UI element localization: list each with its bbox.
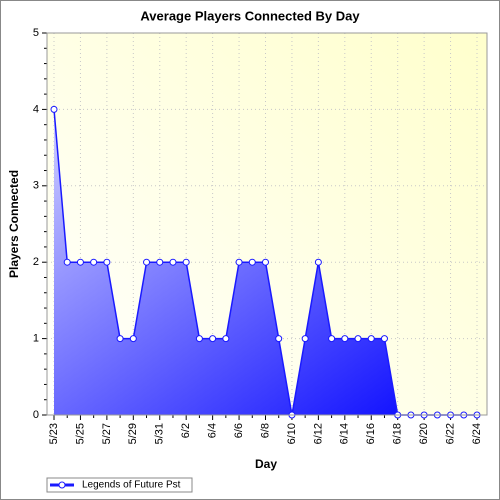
point	[143, 258, 151, 266]
point	[301, 335, 309, 343]
x-tick-label: 6/4	[207, 423, 219, 438]
x-tick-label: 6/16	[365, 423, 377, 444]
point	[380, 335, 388, 343]
y-tick-label: 3	[33, 180, 39, 192]
legend-box	[46, 477, 193, 493]
y-tick-label: 2	[33, 256, 39, 268]
x-tick-label: 5/31	[154, 423, 166, 444]
point	[209, 335, 217, 343]
x-tick-label: 5/27	[101, 423, 113, 444]
x-tick-label: 6/6	[233, 423, 245, 438]
y-tick-label: 5	[33, 27, 39, 39]
x-tick-label: 6/14	[339, 423, 351, 444]
x-tick-label: 6/12	[312, 423, 324, 444]
point	[63, 258, 71, 266]
point	[354, 335, 362, 343]
point	[262, 258, 269, 266]
point	[169, 258, 177, 266]
y-tick-label: 0	[33, 409, 39, 421]
x-tick-label: 6/18	[392, 423, 404, 444]
point	[156, 258, 164, 266]
point	[275, 335, 283, 343]
chart-title: Average Players Connected By Day	[140, 8, 360, 23]
legend-label: Legends of Future Pst	[82, 480, 181, 491]
x-axis-label: Day	[255, 457, 277, 471]
point	[90, 258, 98, 266]
point	[76, 258, 84, 266]
point	[50, 105, 58, 113]
point	[103, 258, 111, 266]
x-tick-label: 6/10	[286, 423, 298, 444]
point	[116, 335, 124, 343]
x-tick-label: 6/20	[418, 423, 430, 444]
point	[341, 335, 349, 343]
x-tick-label: 5/29	[127, 423, 139, 444]
point	[195, 335, 203, 343]
y-tick-label: 4	[33, 103, 39, 115]
legend-marker	[58, 481, 66, 489]
y-axis-label: Players Connected	[7, 170, 21, 278]
point	[314, 258, 322, 266]
x-tick-label: 6/22	[444, 423, 456, 444]
point	[235, 258, 243, 266]
y-tick-label: 1	[33, 333, 39, 345]
point	[328, 335, 336, 343]
x-tick-label: 6/2	[180, 423, 192, 438]
x-tick-label: 6/24	[471, 423, 483, 444]
point	[367, 335, 375, 343]
point	[182, 258, 190, 266]
x-tick-label: 5/23	[48, 423, 60, 444]
legend: Legends of Future Pst	[46, 477, 193, 493]
point	[248, 258, 256, 266]
point	[222, 335, 230, 343]
x-tick-label: 6/8	[259, 423, 271, 438]
x-tick-label: 5/25	[74, 423, 86, 444]
point	[129, 335, 137, 343]
plot-border	[46, 32, 488, 416]
